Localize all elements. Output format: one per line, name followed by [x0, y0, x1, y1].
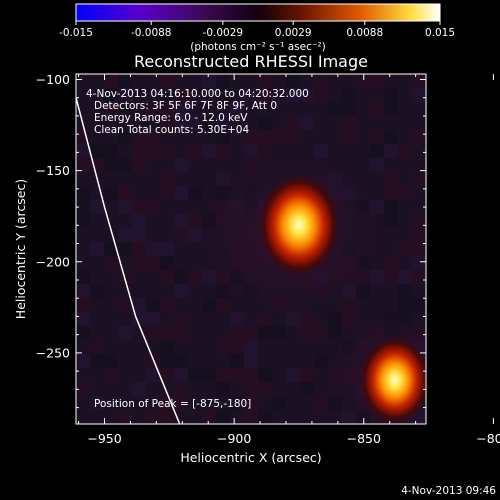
- colorbar-tick-label: 0.015: [425, 27, 455, 39]
- x-tick-label: −900: [217, 431, 251, 446]
- x-tick-label: −850: [347, 431, 381, 446]
- colorbar-tick-label: -0.0029: [203, 27, 244, 39]
- sources-layer: [256, 173, 426, 424]
- chart-title: Reconstructed RHESSI Image: [134, 52, 368, 71]
- x-tick-label: −950: [87, 431, 121, 446]
- x-tick-label: −800: [476, 431, 500, 446]
- y-tick-label: −250: [36, 345, 70, 360]
- primary-source: [256, 173, 341, 278]
- colorbar-tick-label: 0.0029: [275, 27, 312, 39]
- colorbar-units: (photons cm⁻² s⁻¹ asec⁻²): [190, 41, 325, 53]
- annotation-clean-counts: Clean Total counts: 5.30E+04: [94, 124, 249, 136]
- x-axis-label: Heliocentric X (arcsec): [180, 450, 321, 465]
- solar-limb-curve: [76, 97, 181, 424]
- annotation-detectors: Detectors: 3F 5F 6F 7F 8F 9F, Att 0: [94, 100, 277, 112]
- annotation-time-range: 4-Nov-2013 04:16:10.000 to 04:20:32.000: [86, 88, 309, 100]
- y-tick-label: −200: [36, 254, 70, 269]
- y-tick-label: −100: [36, 72, 70, 87]
- colorbar-tick-label: 0.0088: [346, 27, 383, 39]
- colorbar-tick-label: -0.015: [59, 27, 93, 39]
- y-tick-label: −150: [36, 163, 70, 178]
- plot-frame: [75, 73, 427, 425]
- axis-ticks: −950 −900 −850 −800 −100 −150 −200 −250: [36, 72, 500, 446]
- plot-area: [76, 74, 426, 424]
- colorbar-tick-label: -0.0088: [131, 27, 172, 39]
- peak-position-label: Position of Peak = [-875,-180]: [94, 398, 251, 410]
- annotation-energy-range: Energy Range: 6.0 - 12.0 keV: [94, 112, 248, 124]
- y-axis-label: Heliocentric Y (arcsec): [13, 179, 28, 319]
- colorbar-ticks: -0.015 -0.0088 -0.0029 0.0029 0.0088 0.015: [59, 21, 455, 39]
- footer-date: 4-Nov-2013 09:46: [401, 485, 496, 497]
- secondary-source: [358, 335, 426, 424]
- colorbar: [75, 3, 441, 22]
